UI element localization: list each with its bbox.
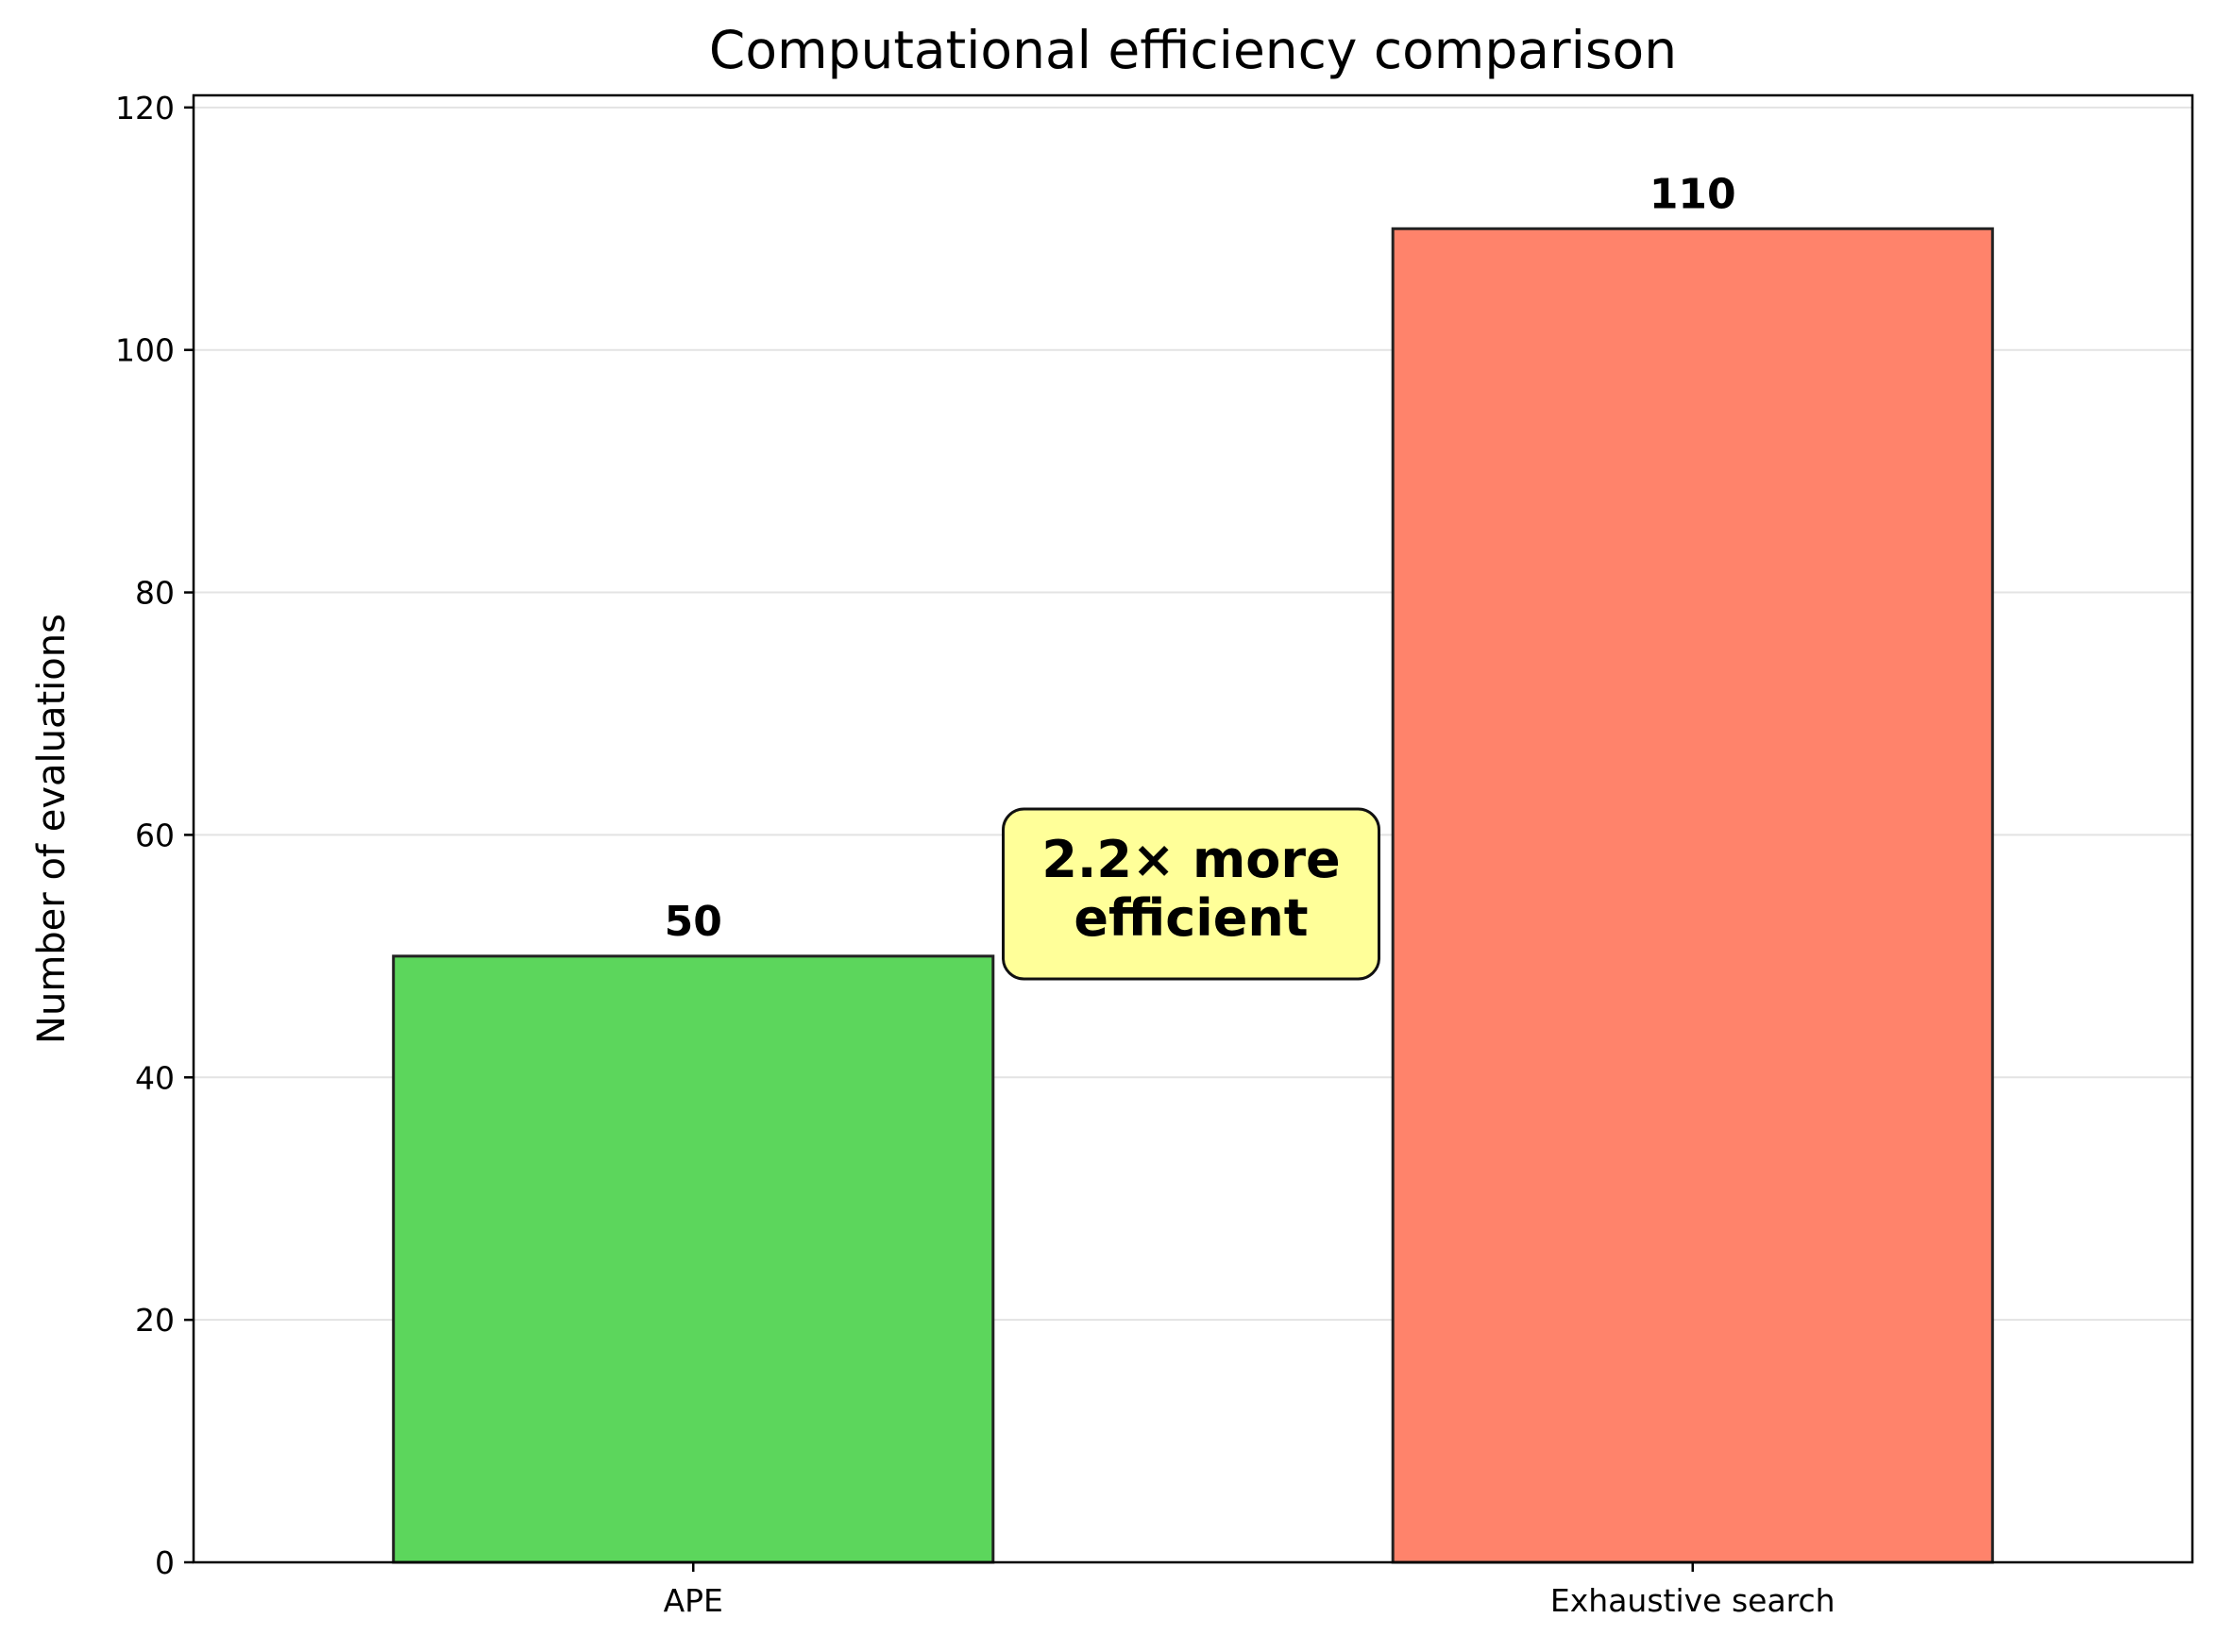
y-tick-label: 100 [115,332,175,369]
axes: 0 20 40 60 80 100 120 APE Exhaustive search [115,90,1835,1619]
bar-value-label: 110 [1649,170,1736,218]
chart-title: Computational efficiency comparison [709,20,1677,80]
y-tick-label: 60 [135,817,175,853]
bar-value-label: 50 [665,898,722,946]
y-tick-label: 40 [135,1059,175,1096]
x-tick-label: APE [664,1582,723,1619]
annotation-text: 2.2× more [1041,830,1340,889]
y-tick-label: 80 [135,575,175,612]
bar [1391,227,1994,1564]
x-tick-label: Exhaustive search [1550,1582,1835,1619]
y-tick-label: 0 [155,1544,175,1581]
y-axis-label: Number of evaluations [30,614,74,1044]
y-tick-label: 20 [135,1302,175,1339]
bars: 50 110 [392,170,1994,1564]
y-tick-label: 120 [115,90,175,126]
plot-frame [192,93,2194,1564]
annotation-text: efficient [1074,888,1308,948]
bar [392,954,995,1564]
annotation-box [1002,807,1380,981]
